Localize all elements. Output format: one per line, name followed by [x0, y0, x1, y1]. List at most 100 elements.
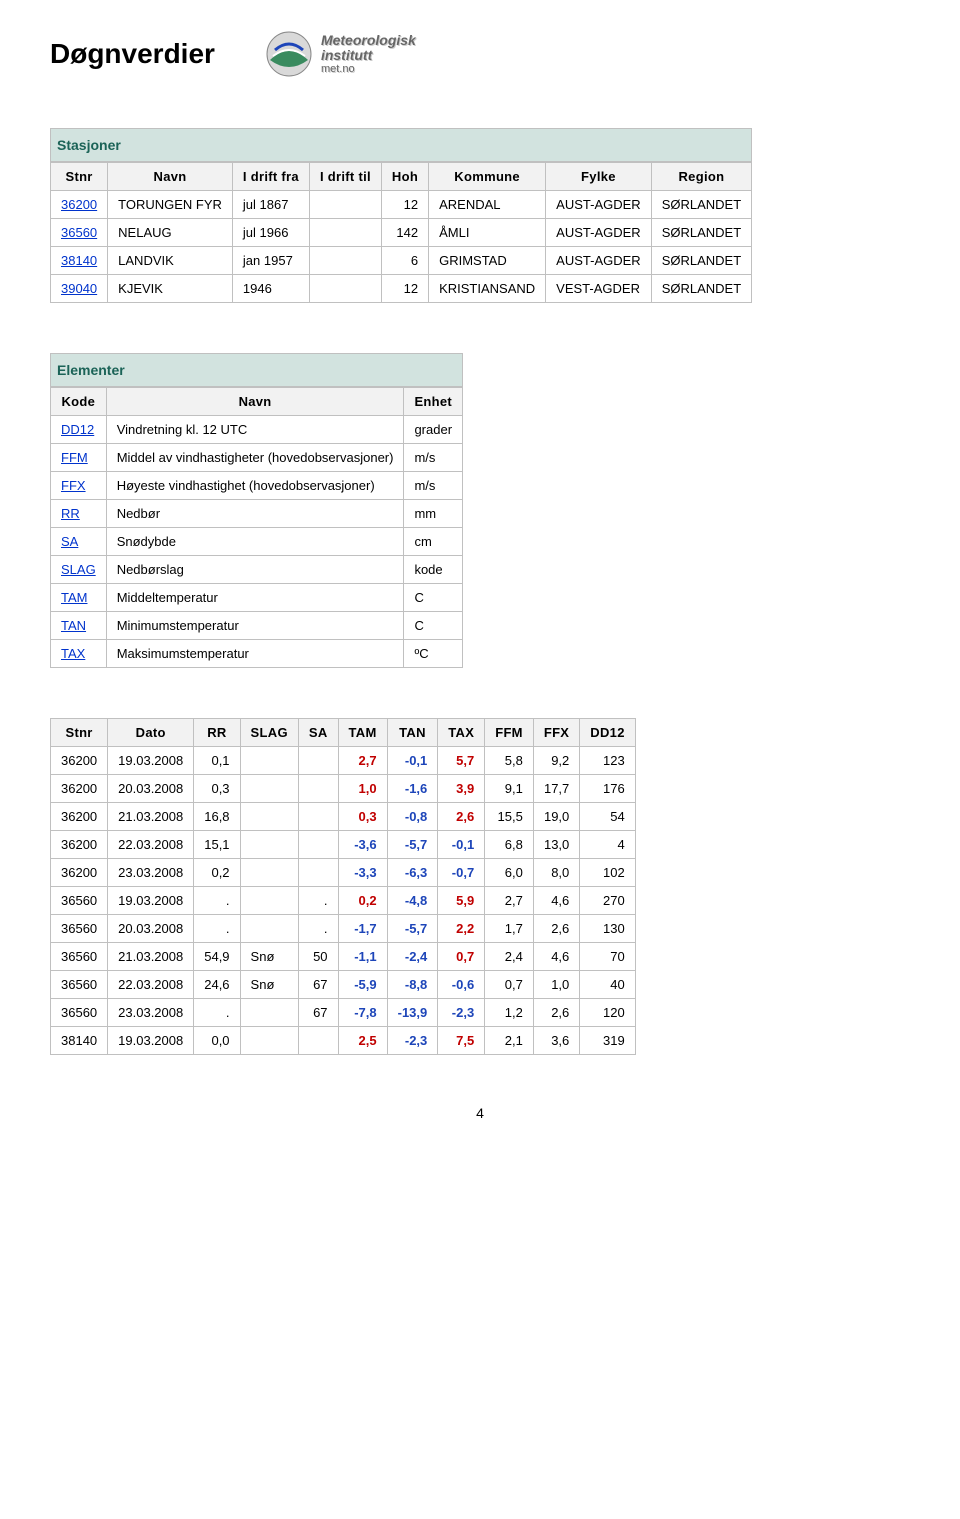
data-cell-tan: -0,8	[388, 803, 438, 830]
element-kode[interactable]: SA	[51, 528, 106, 555]
station-stnr[interactable]: 36560	[51, 219, 107, 246]
data-cell-dd12: 270	[580, 887, 634, 914]
data-cell-tan: -0,1	[388, 747, 438, 774]
data-col-slag: SLAG	[241, 719, 298, 746]
logo-text: Meteorologisk institutt met.no	[321, 33, 416, 76]
data-row: 3656023.03.2008.67-7,8-13,9-2,31,22,6120	[51, 999, 635, 1026]
data-cell-tan: -8,8	[388, 971, 438, 998]
data-cell-ffx: 4,6	[534, 943, 579, 970]
station-fra: 1946	[233, 275, 309, 302]
element-enhet: C	[404, 612, 462, 639]
data-cell-rr: .	[194, 999, 239, 1026]
data-cell-dd12: 120	[580, 999, 634, 1026]
element-navn: Maksimumstemperatur	[107, 640, 404, 667]
element-enhet: kode	[404, 556, 462, 583]
data-cell-tan: -5,7	[388, 831, 438, 858]
station-hoh: 12	[382, 191, 428, 218]
station-fylke: AUST-AGDER	[546, 191, 651, 218]
data-cell-sa: 50	[299, 943, 338, 970]
data-cell-dd12: 130	[580, 915, 634, 942]
station-stnr[interactable]: 38140	[51, 247, 107, 274]
station-region: SØRLANDET	[652, 191, 751, 218]
data-cell-slag: Snø	[241, 971, 298, 998]
data-cell-dd12: 176	[580, 775, 634, 802]
element-navn: Snødybde	[107, 528, 404, 555]
logo-line1: Meteorologisk	[321, 33, 416, 48]
data-cell-stnr: 36200	[51, 775, 107, 802]
data-cell-slag	[241, 915, 298, 942]
data-cell-rr: .	[194, 887, 239, 914]
element-row: FFMMiddel av vindhastigheter (hovedobser…	[51, 444, 462, 471]
element-enhet: mm	[404, 500, 462, 527]
data-row: 3620019.03.20080,12,7-0,15,75,89,2123	[51, 747, 635, 774]
station-stnr[interactable]: 36200	[51, 191, 107, 218]
element-kode[interactable]: DD12	[51, 416, 106, 443]
station-fylke: AUST-AGDER	[546, 247, 651, 274]
elements-col-enhet: Enhet	[404, 388, 462, 415]
element-kode[interactable]: TAN	[51, 612, 106, 639]
data-cell-sa	[299, 1027, 338, 1054]
data-cell-tam: 1,0	[339, 775, 387, 802]
data-cell-sa	[299, 747, 338, 774]
data-cell-tax: 0,7	[438, 943, 484, 970]
station-stnr[interactable]: 39040	[51, 275, 107, 302]
data-col-dato: Dato	[108, 719, 193, 746]
data-cell-dd12: 70	[580, 943, 634, 970]
data-col-tan: TAN	[388, 719, 438, 746]
data-cell-ffm: 9,1	[485, 775, 533, 802]
data-cell-tam: -1,7	[339, 915, 387, 942]
station-navn: NELAUG	[108, 219, 232, 246]
data-cell-tan: -4,8	[388, 887, 438, 914]
element-row: RRNedbørmm	[51, 500, 462, 527]
data-cell-dd12: 102	[580, 859, 634, 886]
data-cell-dd12: 319	[580, 1027, 634, 1054]
data-row: 3620023.03.20080,2-3,3-6,3-0,76,08,0102	[51, 859, 635, 886]
data-cell-dato: 19.03.2008	[108, 1027, 193, 1054]
stations-col-i-drift-til: I drift til	[310, 163, 381, 190]
data-cell-sa: 67	[299, 999, 338, 1026]
element-kode[interactable]: FFX	[51, 472, 106, 499]
data-cell-slag	[241, 803, 298, 830]
station-region: SØRLANDET	[652, 219, 751, 246]
logo: Meteorologisk institutt met.no	[265, 30, 416, 78]
data-cell-ffx: 19,0	[534, 803, 579, 830]
element-kode[interactable]: FFM	[51, 444, 106, 471]
page-title: Døgnverdier	[50, 38, 215, 70]
station-row: 36200TORUNGEN FYRjul 186712ARENDALAUST-A…	[51, 191, 751, 218]
data-cell-tam: 2,5	[339, 1027, 387, 1054]
stations-col-kommune: Kommune	[429, 163, 545, 190]
data-cell-sa	[299, 831, 338, 858]
data-cell-rr: 15,1	[194, 831, 239, 858]
station-til	[310, 247, 381, 274]
data-cell-stnr: 36560	[51, 943, 107, 970]
station-kommune: ÅMLI	[429, 219, 545, 246]
element-navn: Minimumstemperatur	[107, 612, 404, 639]
data-cell-stnr: 36200	[51, 831, 107, 858]
data-row: 3814019.03.20080,02,5-2,37,52,13,6319	[51, 1027, 635, 1054]
element-navn: Nedbør	[107, 500, 404, 527]
data-col-stnr: Stnr	[51, 719, 107, 746]
element-enhet: m/s	[404, 472, 462, 499]
element-kode[interactable]: TAX	[51, 640, 106, 667]
element-navn: Vindretning kl. 12 UTC	[107, 416, 404, 443]
elements-caption: Elementer	[50, 353, 463, 387]
element-kode[interactable]: SLAG	[51, 556, 106, 583]
data-cell-stnr: 36560	[51, 887, 107, 914]
element-kode[interactable]: RR	[51, 500, 106, 527]
data-cell-tan: -6,3	[388, 859, 438, 886]
met-logo-icon	[265, 30, 313, 78]
data-cell-rr: .	[194, 915, 239, 942]
data-cell-dato: 20.03.2008	[108, 775, 193, 802]
station-navn: TORUNGEN FYR	[108, 191, 232, 218]
element-enhet: ºC	[404, 640, 462, 667]
data-cell-tan: -5,7	[388, 915, 438, 942]
data-cell-dd12: 4	[580, 831, 634, 858]
data-cell-tax: 5,9	[438, 887, 484, 914]
page-header: Døgnverdier Meteorologisk institutt met.…	[50, 30, 910, 78]
element-kode[interactable]: TAM	[51, 584, 106, 611]
station-hoh: 142	[382, 219, 428, 246]
station-fylke: AUST-AGDER	[546, 219, 651, 246]
data-cell-stnr: 36560	[51, 999, 107, 1026]
data-cell-tam: -7,8	[339, 999, 387, 1026]
data-cell-tax: -0,1	[438, 831, 484, 858]
